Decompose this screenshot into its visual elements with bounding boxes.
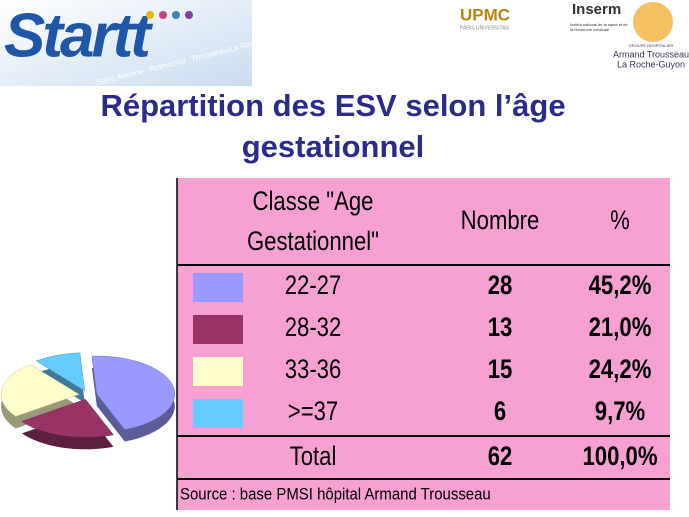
hospital-icon <box>633 2 673 42</box>
percent: 45,2% <box>589 271 652 301</box>
class-label: 22-27 <box>285 271 342 301</box>
legend-swatch <box>193 357 243 386</box>
upmc-sub: PARIS UNIVERSITAS <box>460 25 510 31</box>
title: gestationnel <box>242 129 425 164</box>
logo-dot <box>185 11 193 19</box>
count: 6 <box>494 397 506 427</box>
class-label: >=37 <box>288 397 338 427</box>
logo-dot <box>146 11 154 19</box>
column-header: Classe "Age <box>252 187 373 217</box>
percent: 24,2% <box>589 355 652 385</box>
inserm-sub-box: Institut national de la santé et de la r… <box>570 22 628 32</box>
site-name: Tenon <box>293 24 316 38</box>
pie-slice <box>91 355 176 430</box>
upmc-logo: UPMC <box>460 5 510 24</box>
pie-slice <box>0 364 80 417</box>
pie-slice <box>35 352 86 392</box>
inserm-logo: Inserm <box>572 1 621 18</box>
class-label: 28-32 <box>285 313 342 343</box>
class-label: 33-36 <box>285 355 342 385</box>
percent: 21,0% <box>589 313 652 343</box>
table: Classe "Age Gestationnel" Nombre % 22-27 28 45… <box>180 187 658 504</box>
logo-text: Startt <box>4 1 153 70</box>
legend-swatch <box>193 399 243 428</box>
legend-swatch <box>193 315 243 344</box>
column-header: Gestationnel" <box>247 227 379 257</box>
legend-swatch <box>193 273 243 302</box>
logo-dot <box>159 11 167 19</box>
hospital-name: La Roche-Guyon <box>617 59 685 69</box>
logo-dot <box>172 11 180 19</box>
column-header: % <box>610 206 630 236</box>
source: Source : base PMSI hôpital Armand Trouss… <box>180 486 491 504</box>
logo-bg <box>0 0 252 86</box>
count: 28 <box>488 271 513 301</box>
hospital-name: Armand Trousseau <box>613 49 689 59</box>
column-header: Nombre <box>461 206 540 236</box>
inserm-sub: Institut national de la santé et de la r… <box>570 22 628 32</box>
total-percent: 100,0% <box>582 442 657 472</box>
total-label: Total <box>290 442 337 472</box>
pie-slice <box>21 399 114 438</box>
count: 15 <box>488 355 513 385</box>
hospital-group: GROUPE HOSPITALIER <box>629 43 674 48</box>
percent: 9,7% <box>595 397 645 427</box>
pie-chart <box>0 352 176 450</box>
table-bg <box>177 178 670 510</box>
total-count: 62 <box>488 442 513 472</box>
title: Répartition des ESV selon l’âge <box>100 88 565 123</box>
count: 13 <box>488 313 513 343</box>
